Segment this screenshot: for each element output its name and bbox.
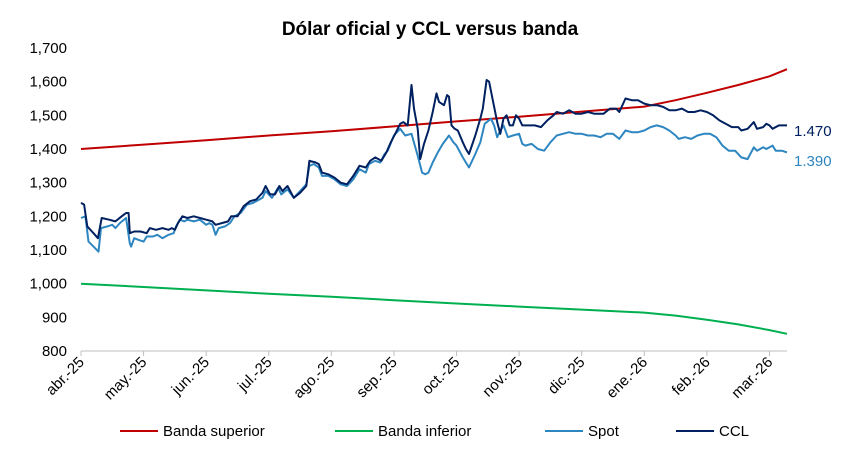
series-line-ccl [80, 79, 787, 240]
x-tick-label: ago.-25 [290, 354, 338, 402]
end-label-spot: 1.390 [794, 153, 832, 170]
y-tick-label: 1,100 [29, 242, 67, 259]
series-layer [80, 68, 788, 335]
series-line-banda-superior [80, 68, 788, 150]
y-tick-label: 1,600 [29, 74, 67, 91]
y-tick-label: 900 [42, 309, 67, 326]
y-tick-label: 1,200 [29, 208, 67, 225]
y-tick-label: 1,300 [29, 175, 67, 192]
y-tick-label: 1,400 [29, 141, 67, 158]
series-line-banda-inferior [80, 282, 788, 335]
x-tick-label: oct.-25 [419, 354, 463, 398]
legend-label-ccl: CCL [719, 423, 749, 440]
y-tick-label: 1,500 [29, 107, 67, 124]
x-tick-label: jul.-25 [234, 354, 276, 396]
y-tick-label: 1,000 [29, 276, 67, 293]
x-tick-label: dic.-25 [545, 354, 589, 398]
series-line-spot [80, 117, 788, 253]
x-tick-label: jun.-25 [168, 354, 213, 399]
x-tick-label: mar.-26 [728, 354, 776, 402]
y-tick-label: 800 [42, 343, 67, 360]
x-tick-label: ene.-26 [603, 354, 651, 402]
x-tick-label: feb.-26 [669, 354, 714, 399]
legend: Banda superior Banda inferior Spot CCL [120, 423, 749, 440]
y-tick-label: 1,700 [29, 40, 67, 57]
end-labels: 1.390 1.470 [794, 123, 832, 170]
chart-title: Dólar oficial y CCL versus banda [282, 19, 579, 40]
x-tick-label: nov.-25 [479, 354, 526, 401]
legend-label-banda-superior: Banda superior [163, 423, 265, 440]
x-tick-label: may.-25 [101, 354, 151, 404]
x-axis: abr.-25 may.-25 jun.-25 jul.-25 ago.-25 sep.-… [43, 350, 787, 404]
legend-label-banda-inferior: Banda inferior [378, 423, 471, 440]
x-tick-label: abr.-25 [43, 354, 88, 399]
y-axis: 800 900 1,000 1,100 1,200 1,300 1,400 1,500 1,60… [29, 40, 67, 360]
legend-label-spot: Spot [588, 423, 620, 440]
x-tick-label: sep.-25 [353, 354, 400, 401]
end-label-ccl: 1.470 [794, 123, 832, 140]
